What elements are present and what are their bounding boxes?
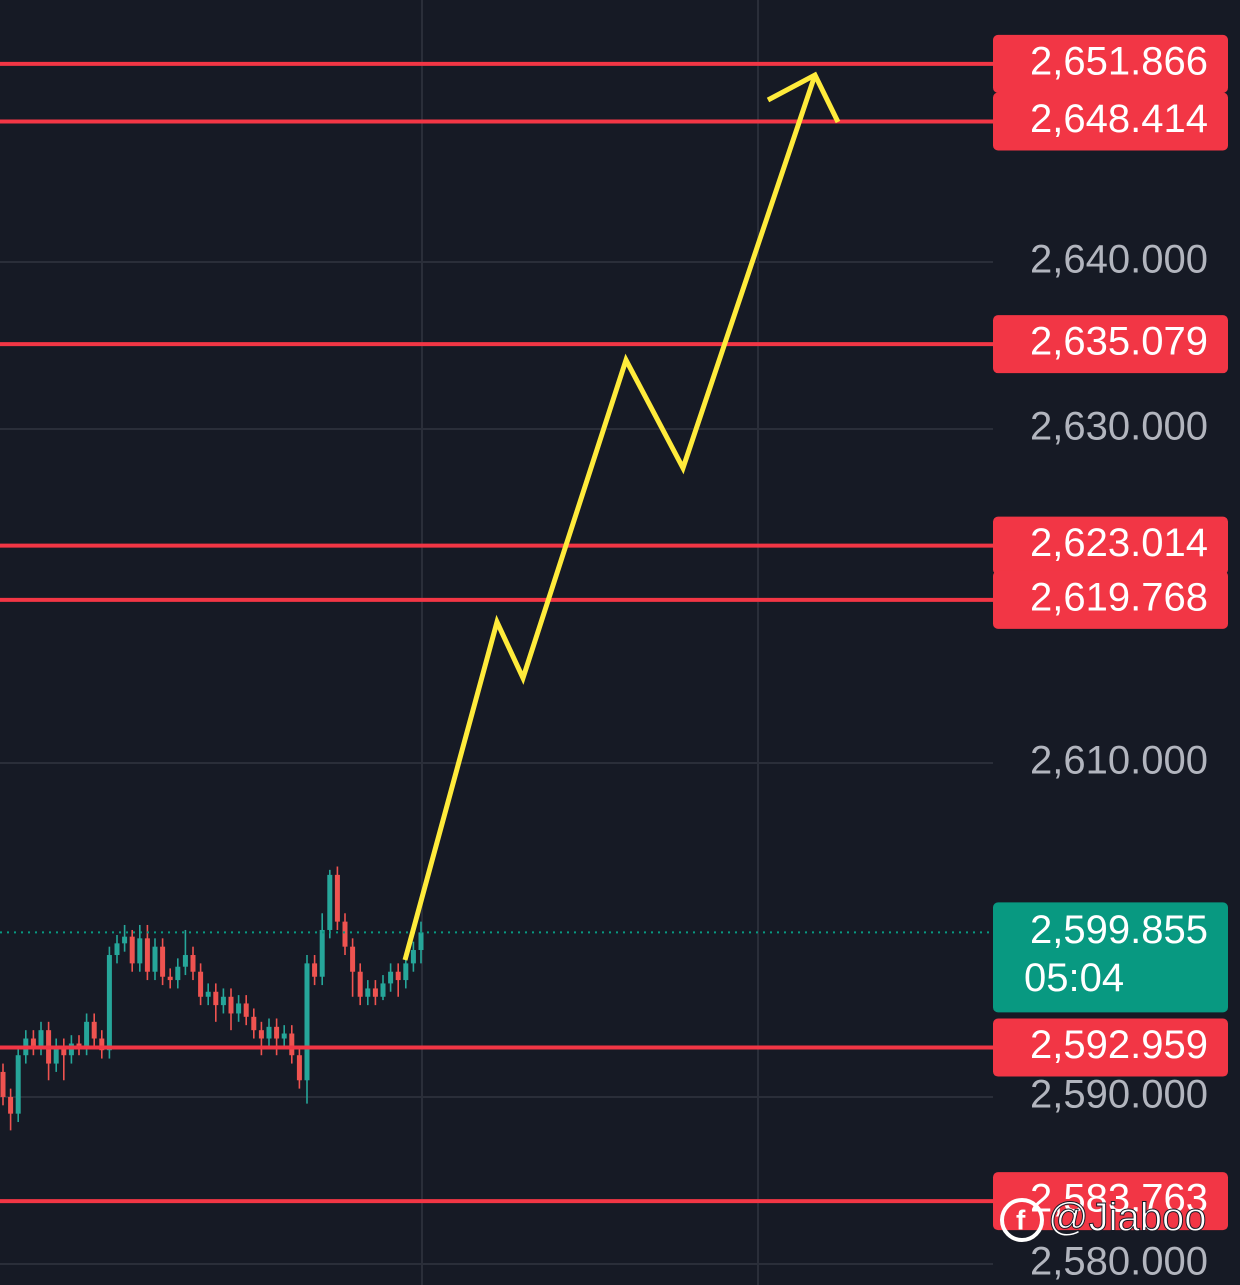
candle-body — [190, 955, 196, 972]
level-label-box — [993, 570, 1228, 629]
candle-body — [357, 971, 363, 997]
candle-body — [296, 1055, 302, 1081]
candle-body — [175, 966, 181, 981]
candle-body — [274, 1026, 280, 1039]
y-tick-label: 2,580.000 — [1030, 1240, 1208, 1284]
candle-body — [84, 1021, 90, 1047]
facebook-icon — [1000, 1198, 1044, 1242]
candle-body — [76, 1043, 82, 1047]
y-tick-label: 2,640.000 — [1030, 238, 1208, 282]
level-label-box — [993, 34, 1228, 93]
candle-body — [243, 1003, 249, 1017]
candle-body — [137, 938, 143, 964]
candle-body — [365, 988, 371, 997]
candle-body — [410, 950, 416, 964]
candle-body — [334, 874, 340, 922]
candle-body — [418, 932, 424, 951]
candle-body — [312, 963, 318, 977]
level-label: 2,619.768 — [1030, 575, 1208, 619]
candle-body — [129, 936, 135, 964]
level-label: 2,635.079 — [1030, 320, 1208, 364]
candle-body — [388, 971, 394, 984]
candle-body — [144, 938, 150, 972]
level-label-box — [993, 1172, 1228, 1231]
candle-body — [403, 963, 409, 981]
current-price-label: 2,599.855 — [1030, 908, 1208, 952]
watermark: f @Jiaboo — [1000, 1195, 1207, 1242]
candle-body — [380, 983, 386, 997]
candle-body — [61, 1046, 67, 1056]
levels — [0, 61, 993, 1204]
facebook-icon-letter: f — [1016, 1204, 1026, 1235]
candle-body — [304, 963, 310, 1081]
candle-body — [38, 1030, 44, 1047]
candle-body — [327, 874, 333, 930]
candle-body — [30, 1038, 36, 1047]
candle-body — [289, 1033, 295, 1056]
y-tick-label: 2,630.000 — [1030, 405, 1208, 449]
current-price-box — [993, 902, 1228, 1013]
candle-body — [350, 946, 356, 972]
candle-body — [160, 946, 166, 977]
candles — [0, 866, 424, 1131]
price-axis: 2,640.000 2,630.000 2,610.000 2,590.000 2,58… — [993, 34, 1228, 1284]
level-label: 2,592.959 — [1030, 1023, 1208, 1067]
candle-body — [266, 1026, 272, 1039]
candle-body — [251, 1016, 257, 1031]
watermark-text: @Jiaboo — [1048, 1196, 1206, 1240]
candle-body — [114, 943, 120, 956]
level-label: 2,583.763 — [1030, 1177, 1208, 1221]
candle-body — [213, 991, 219, 1006]
candle-body — [198, 971, 204, 997]
level-label-box — [993, 516, 1228, 575]
level-label: 2,648.414 — [1030, 97, 1208, 141]
level-label-box — [993, 315, 1228, 374]
candle-body — [152, 946, 158, 972]
arrow-head — [766, 71, 841, 124]
candle-body — [0, 1071, 6, 1097]
y-tick-label: 2,590.000 — [1030, 1073, 1208, 1117]
candle-body — [15, 1055, 21, 1114]
candle-body — [99, 1038, 105, 1051]
countdown-label: 05:04 — [1024, 956, 1124, 1000]
candle-body — [395, 971, 401, 981]
candle-body — [220, 996, 226, 1006]
level-label-box — [993, 1018, 1228, 1077]
y-tick-label: 2,610.000 — [1030, 739, 1208, 783]
candle-body — [258, 1030, 264, 1039]
level-label: 2,651.866 — [1030, 39, 1208, 83]
candle-body — [205, 991, 211, 997]
grid — [0, 261, 993, 1265]
candle-body — [372, 988, 378, 997]
forecast-arrow — [402, 71, 841, 961]
candle-body — [342, 921, 348, 947]
candle-body — [122, 936, 128, 944]
candle-body — [319, 929, 325, 977]
candle-body — [281, 1033, 287, 1039]
candle-body — [91, 1021, 97, 1039]
level-label-box — [993, 92, 1228, 151]
candle-body — [53, 1046, 59, 1064]
level-label: 2,623.014 — [1030, 521, 1208, 565]
candle-body — [106, 955, 112, 1051]
candle-body — [182, 955, 188, 967]
candle-body — [167, 976, 173, 981]
candle-body — [236, 1003, 242, 1014]
candle-body — [228, 996, 234, 1014]
arrow-path — [402, 74, 818, 961]
candle-body — [8, 1096, 14, 1114]
